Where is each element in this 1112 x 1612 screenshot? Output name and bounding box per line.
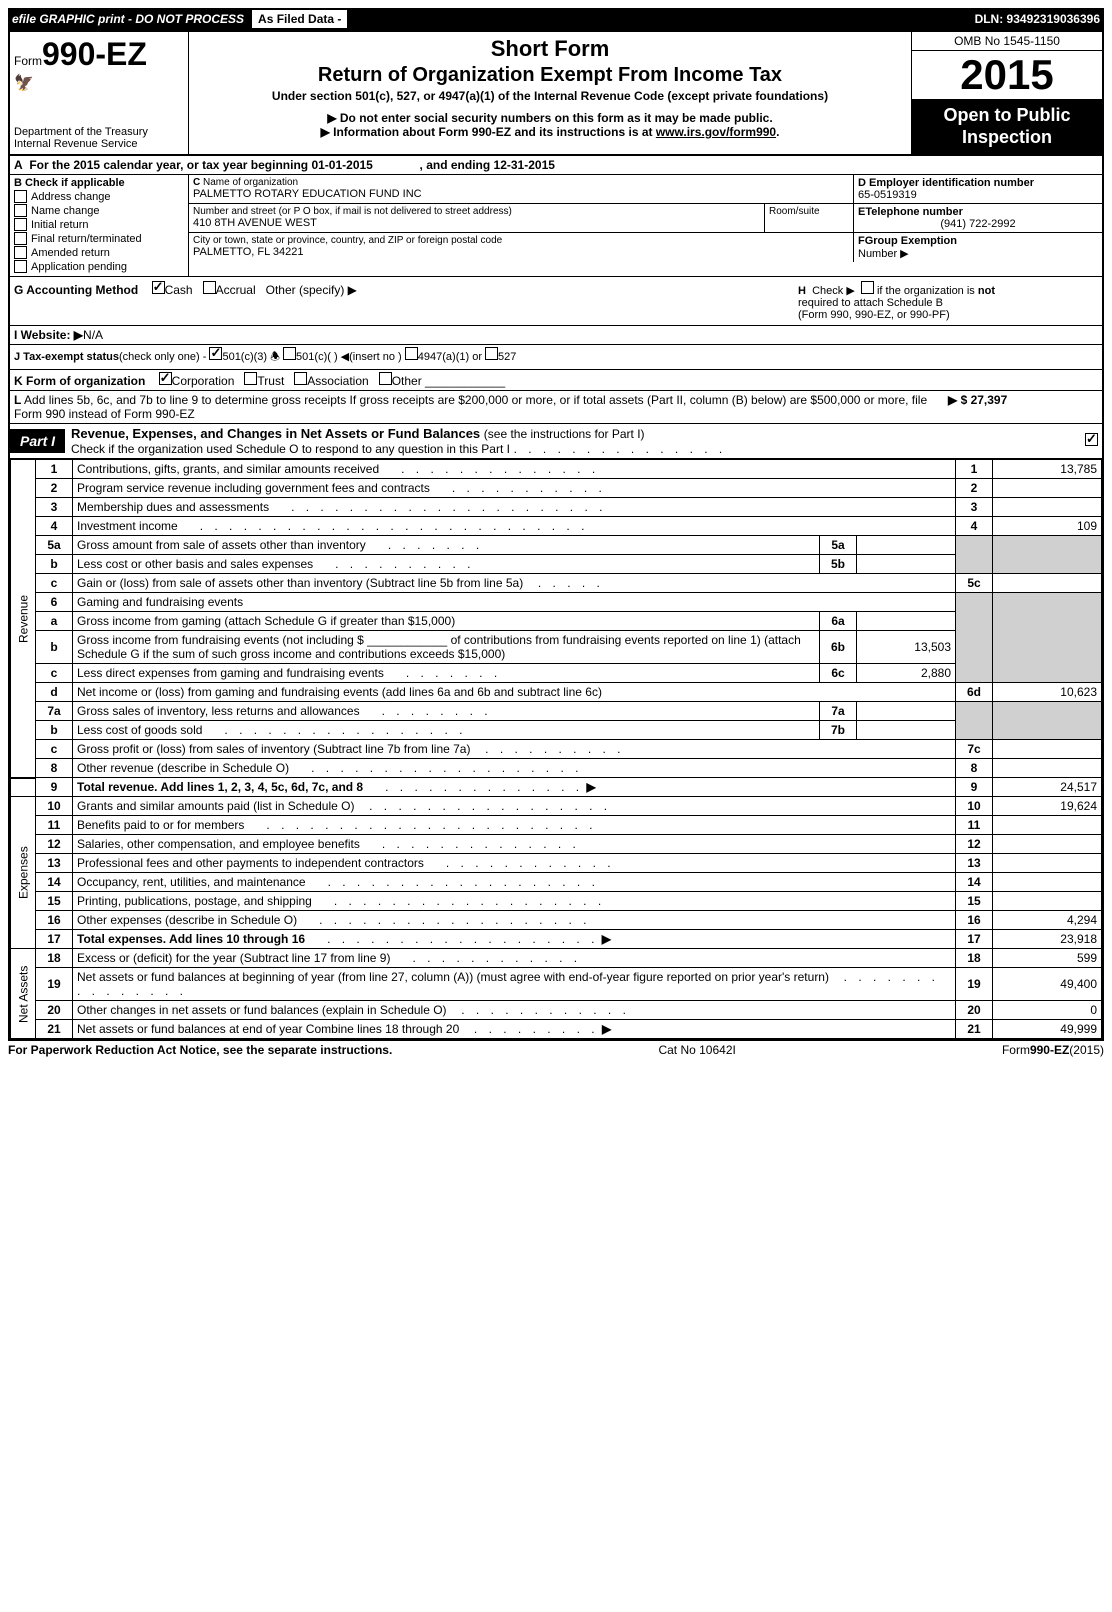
line6d-value: 10,623 <box>993 683 1102 702</box>
checkbox-assoc[interactable] <box>294 372 307 385</box>
checkbox-schedule-o[interactable] <box>1085 433 1098 446</box>
line18-value: 599 <box>993 949 1102 968</box>
gross-receipts: ▶ $ 27,397 <box>948 393 1098 421</box>
irs-link[interactable]: www.irs.gov/form990 <box>656 125 776 139</box>
section-cde: C Name of organization PALMETTO ROTARY E… <box>189 175 1102 276</box>
top-bar: efile GRAPHIC print - DO NOT PROCESS As … <box>8 8 1104 30</box>
under-section: Under section 501(c), 527, or 4947(a)(1)… <box>197 89 903 103</box>
room-suite: Room/suite <box>765 204 854 232</box>
org-name: PALMETTO ROTARY EDUCATION FUND INC <box>193 188 849 200</box>
section-gh: G Accounting Method Cash Accrual Other (… <box>10 277 1102 326</box>
line17-value: 23,918 <box>993 930 1102 949</box>
efile-text: efile GRAPHIC print - DO NOT PROCESS <box>12 12 244 26</box>
checkbox-501c[interactable] <box>283 347 296 360</box>
header-middle: Short Form Return of Organization Exempt… <box>189 32 912 154</box>
line21-value: 49,999 <box>993 1020 1102 1039</box>
form-header: Form990-EZ 🦅 Department of the Treasury … <box>10 32 1102 156</box>
checkbox-address-change[interactable] <box>14 190 27 203</box>
section-bcdef: B Check if applicable Address change Nam… <box>10 175 1102 277</box>
header-left: Form990-EZ 🦅 Department of the Treasury … <box>10 32 189 154</box>
form-ref: Form990-EZ(2015) <box>1002 1043 1104 1057</box>
line16-value: 4,294 <box>993 911 1102 930</box>
line6b-value: 13,503 <box>857 631 956 664</box>
line6c-value: 2,880 <box>857 664 956 683</box>
dept-irs: Internal Revenue Service <box>14 138 184 150</box>
lines-table: Revenue 1 Contributions, gifts, grants, … <box>10 459 1102 1039</box>
paperwork-notice: For Paperwork Reduction Act Notice, see … <box>8 1043 392 1057</box>
checkbox-final-return[interactable] <box>14 232 27 245</box>
open-public-badge: Open to Public Inspection <box>912 99 1102 154</box>
dln-text: DLN: 93492319036396 <box>975 12 1100 26</box>
short-form-title: Short Form <box>197 36 903 62</box>
section-i: I Website: ▶N/A <box>10 326 1102 345</box>
phone-value: (941) 722-2992 <box>858 218 1098 230</box>
revenue-label: Revenue <box>11 460 36 778</box>
header-right: OMB No 1545-1150 2015 Open to Public Ins… <box>912 32 1102 154</box>
dept-treasury: Department of the Treasury <box>14 126 184 138</box>
ein-label: D Employer identification number <box>858 177 1098 189</box>
form-prefix: Form <box>14 54 42 68</box>
phone-label: ETelephone number <box>858 206 1098 218</box>
checkbox-corp[interactable] <box>159 372 172 385</box>
checkbox-amended[interactable] <box>14 246 27 259</box>
expenses-label: Expenses <box>11 797 36 949</box>
checkbox-trust[interactable] <box>244 372 257 385</box>
checkbox-accrual[interactable] <box>203 281 216 294</box>
checkbox-other-org[interactable] <box>379 372 392 385</box>
omb-number: OMB No 1545-1150 <box>912 32 1102 51</box>
checkbox-initial-return[interactable] <box>14 218 27 231</box>
cat-no: Cat No 10642I <box>658 1043 735 1057</box>
page-footer: For Paperwork Reduction Act Notice, see … <box>8 1041 1104 1059</box>
form-container: Form990-EZ 🦅 Department of the Treasury … <box>8 30 1104 1041</box>
street-address: 410 8TH AVENUE WEST <box>193 217 760 229</box>
line1-value: 13,785 <box>993 460 1102 479</box>
checkbox-app-pending[interactable] <box>14 260 27 273</box>
line19-value: 49,400 <box>993 968 1102 1001</box>
line10-value: 19,624 <box>993 797 1102 816</box>
checkbox-not-required[interactable] <box>861 281 874 294</box>
no-ssn-warning: ▶ Do not enter social security numbers o… <box>197 111 903 125</box>
checkbox-527[interactable] <box>485 347 498 360</box>
form-number: 990-EZ <box>42 36 147 72</box>
section-l: L Add lines 5b, 6c, and 7b to line 9 to … <box>10 391 1102 424</box>
checkbox-4947[interactable] <box>405 347 418 360</box>
line20-value: 0 <box>993 1001 1102 1020</box>
checkbox-name-change[interactable] <box>14 204 27 217</box>
checkbox-cash[interactable] <box>152 281 165 294</box>
part1-label: Part I <box>10 429 65 453</box>
asfiled-text: As Filed Data - <box>252 10 347 28</box>
line4-value: 109 <box>993 517 1102 536</box>
city-state-zip: PALMETTO, FL 34221 <box>193 246 849 258</box>
line9-value: 24,517 <box>993 778 1102 797</box>
section-j: J Tax-exempt status(check only one) - 50… <box>10 345 1102 370</box>
netassets-label: Net Assets <box>11 949 36 1039</box>
section-a: A For the 2015 calendar year, or tax yea… <box>10 156 1102 175</box>
checkbox-501c3[interactable] <box>209 347 222 360</box>
info-prefix: ▶ Information about Form 990-EZ and its … <box>321 125 656 139</box>
tax-year: 2015 <box>912 51 1102 99</box>
section-b: B Check if applicable Address change Nam… <box>10 175 189 276</box>
return-title: Return of Organization Exempt From Incom… <box>197 64 903 87</box>
part1-header: Part I Revenue, Expenses, and Changes in… <box>10 424 1102 459</box>
ein-value: 65-0519319 <box>858 189 1098 201</box>
section-k: K Form of organization Corporation Trust… <box>10 370 1102 391</box>
eagle-icon: 🦅 <box>14 73 184 93</box>
